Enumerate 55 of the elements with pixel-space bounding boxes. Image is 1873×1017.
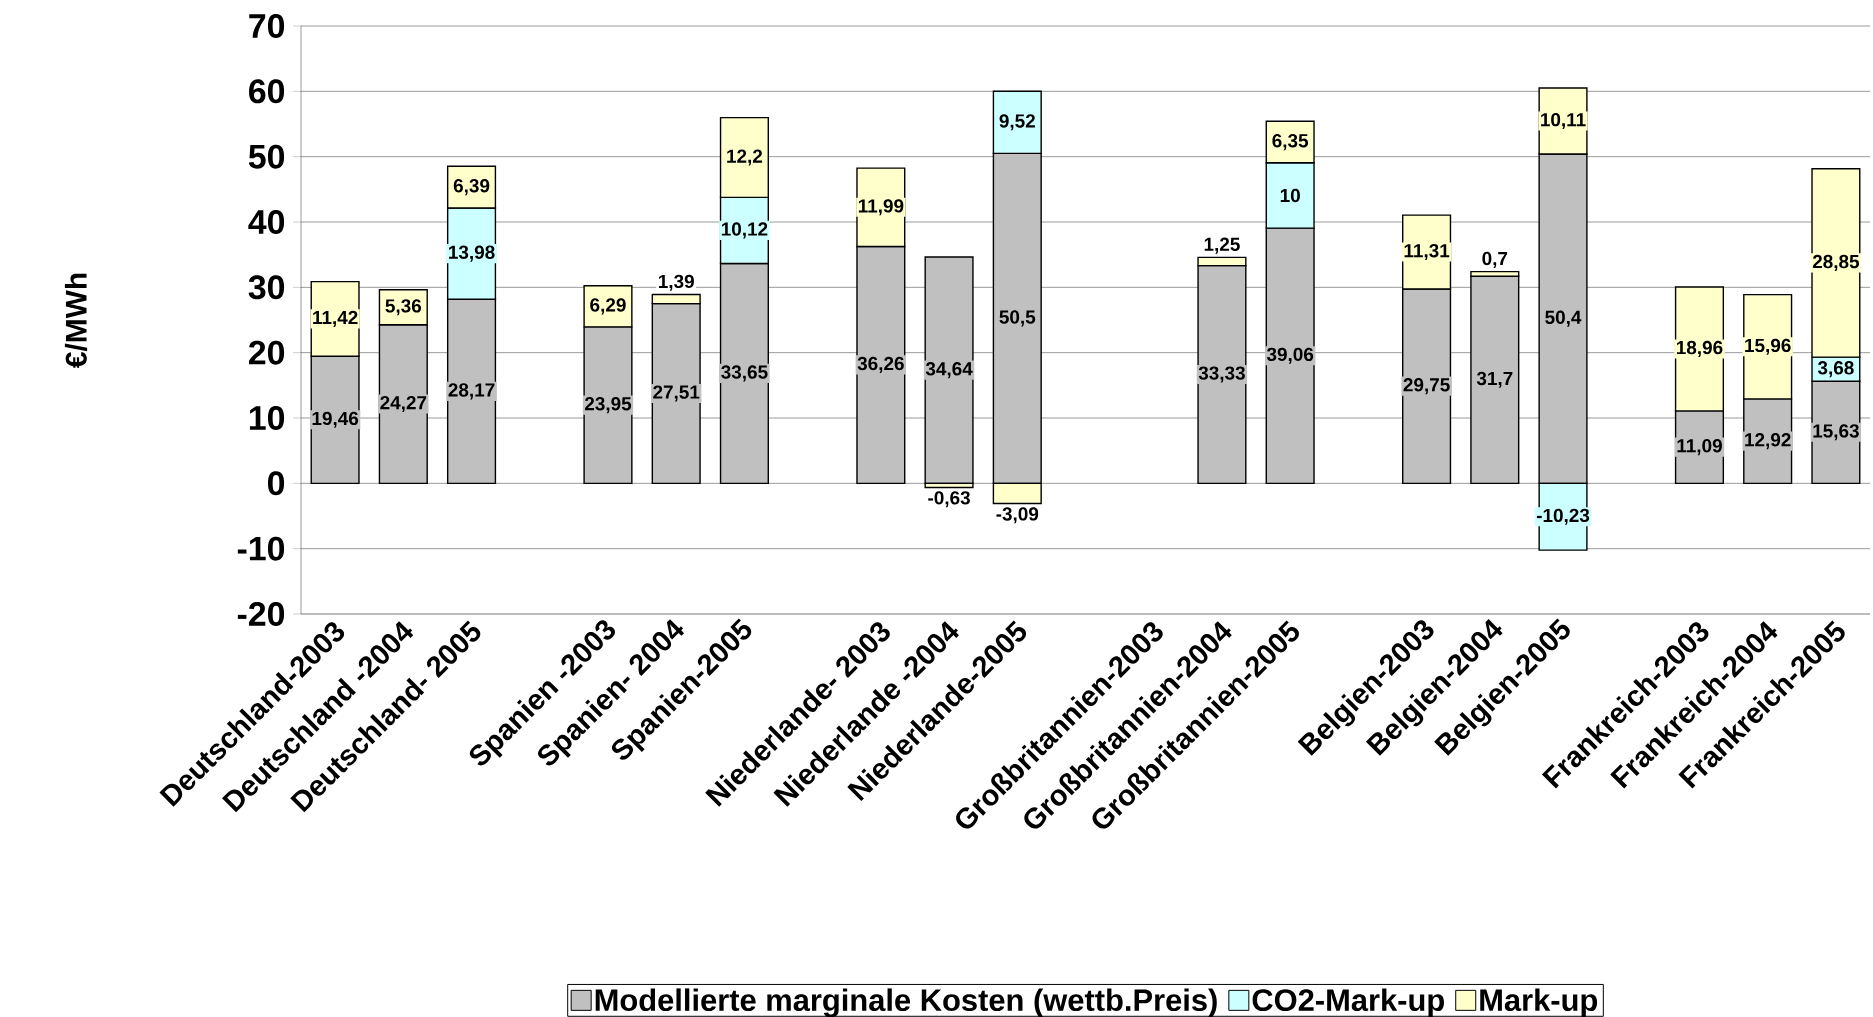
data-label: 15,96 [1745, 338, 1791, 355]
data-label: 19,46 [312, 411, 359, 428]
y-tick-label: 20 [248, 340, 285, 365]
data-label: 11,09 [1677, 439, 1722, 456]
y-axis-title: €/MWh [64, 273, 88, 368]
data-label: 1,39 [658, 274, 694, 291]
data-label: 6,35 [1272, 133, 1309, 151]
data-label: 10,12 [721, 222, 768, 239]
legend-label: Mark-up [1480, 988, 1598, 1017]
data-label: 11,42 [313, 310, 358, 327]
data-label: 1,25 [1204, 237, 1240, 254]
data-label: 33,65 [721, 365, 768, 382]
data-label: 0,7 [1482, 251, 1508, 268]
legend-label: Modellierte marginale Kosten (wettb.Preis) [595, 988, 1217, 1017]
data-label: -0,63 [928, 491, 970, 508]
data-label: 18,96 [1676, 340, 1723, 358]
data-label: 23,95 [584, 397, 632, 414]
y-tick-label: 0 [267, 471, 285, 496]
data-label: 6,39 [453, 179, 490, 196]
data-label: 11,99 [858, 199, 904, 216]
data-label: 33,33 [1198, 366, 1245, 383]
data-label: -10,23 [1536, 508, 1590, 525]
y-tick-label: -10 [237, 536, 285, 561]
data-label: 28,85 [1812, 254, 1860, 271]
data-label: 50,5 [999, 310, 1036, 327]
y-tick-label: 30 [248, 275, 285, 300]
y-tick-label: 70 [249, 14, 285, 38]
data-label: 28,17 [448, 383, 495, 400]
data-label: 5,36 [385, 299, 422, 316]
data-label: 29,75 [1403, 378, 1450, 395]
y-tick-label: 50 [248, 144, 285, 169]
data-label: 10 [1280, 188, 1300, 203]
data-label: 11,31 [1404, 243, 1450, 261]
data-label: 12,2 [727, 149, 763, 166]
data-label: 9,52 [999, 114, 1035, 131]
y-tick-label: 10 [249, 406, 285, 430]
bar [924, 256, 974, 485]
data-label: -3,09 [996, 507, 1039, 524]
y-tick-label: 60 [249, 79, 285, 104]
legend-label: CO2-Mark-up [1252, 988, 1444, 1017]
data-label: 36,26 [857, 356, 904, 373]
data-label: 34,64 [925, 362, 973, 379]
data-label: 24,27 [380, 395, 427, 413]
data-label: 31,7 [1476, 371, 1513, 388]
data-label: 39,06 [1266, 347, 1314, 364]
data-label: 27,51 [653, 385, 700, 402]
bar [1470, 275, 1520, 485]
data-label: 15,63 [1813, 424, 1859, 441]
data-label: 13,98 [449, 245, 495, 262]
data-label: 6,29 [590, 298, 626, 315]
data-label: 12,92 [1745, 433, 1791, 450]
data-label: 50,4 [1545, 310, 1582, 327]
data-label: 3,68 [1817, 361, 1854, 378]
y-tick-label: 40 [248, 210, 285, 234]
data-label: 10,11 [1541, 112, 1586, 130]
